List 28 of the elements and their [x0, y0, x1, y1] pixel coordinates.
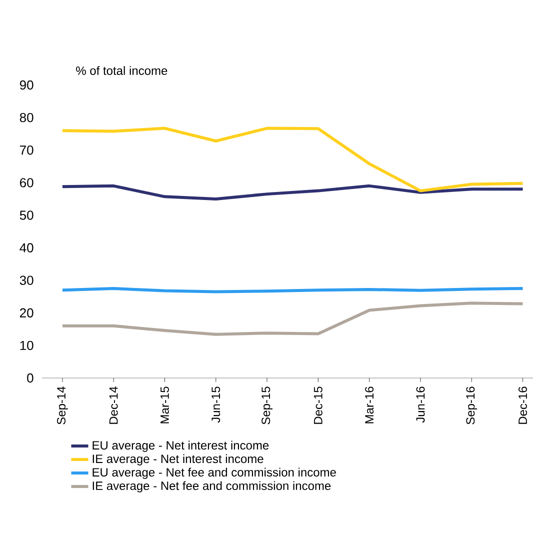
x-tick-label: Mar-15 — [160, 386, 169, 424]
y-tick-label: 50 — [20, 210, 34, 220]
legend-label: IE average - Net interest income — [92, 454, 264, 466]
x-tick-label: Jun-16 — [416, 386, 425, 423]
legend-label: EU average - Net interest income — [92, 440, 268, 452]
x-tick-label: Dec-15 — [314, 386, 322, 424]
x-tick-label: Mar-16 — [364, 386, 374, 424]
y-tick-label: 10 — [20, 340, 34, 350]
line-series — [60, 302, 524, 336]
x-tick-label: Dec-16 — [518, 386, 527, 424]
y-tick-label: 40 — [20, 243, 34, 252]
x-tick-label: Jun-15 — [212, 386, 220, 423]
legend-label: EU average - Net fee and commission income — [92, 468, 336, 479]
x-tick-label: Dec-14 — [109, 386, 118, 424]
y-tick-label: 0 — [26, 373, 34, 383]
y-tick-label: 60 — [20, 178, 34, 188]
x-tick-label: Sep-14 — [56, 386, 68, 424]
x-tick-label: Sep-16 — [466, 386, 477, 424]
x-tick-label: Sep-15 — [262, 386, 272, 424]
line-series — [60, 184, 524, 200]
legend-label: IE average - Net fee and commission income — [92, 481, 331, 492]
y-tick-label: 70 — [20, 146, 34, 155]
y-tick-label: 20 — [20, 308, 34, 318]
y-tick-label: 90 — [20, 80, 34, 90]
line-series — [60, 126, 524, 192]
y-tick-label: 80 — [20, 112, 34, 122]
y-tick-label: 30 — [20, 276, 34, 285]
y-axis-title: % of total income — [76, 66, 168, 75]
